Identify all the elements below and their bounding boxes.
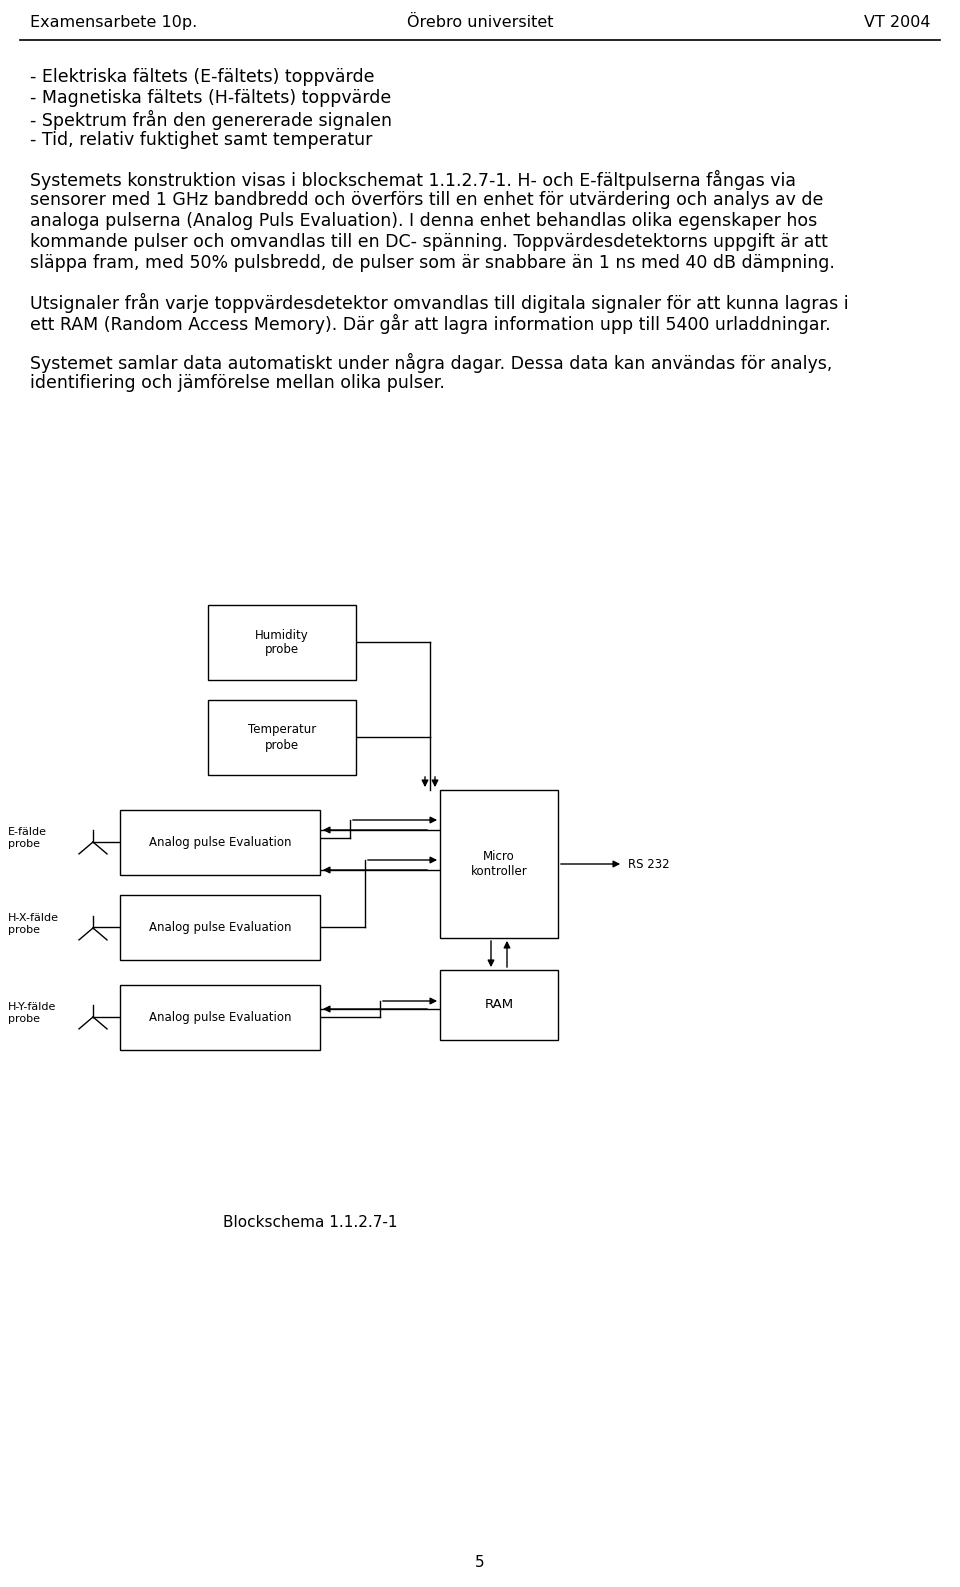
Text: Examensarbete 10p.: Examensarbete 10p. <box>30 14 197 30</box>
Text: - Spektrum från den genererade signalen: - Spektrum från den genererade signalen <box>30 110 392 130</box>
Text: H-Y-fälde
probe: H-Y-fälde probe <box>8 1001 57 1024</box>
Text: - Tid, relativ fuktighet samt temperatur: - Tid, relativ fuktighet samt temperatur <box>30 132 372 149</box>
Bar <box>120 895 320 960</box>
Bar <box>440 970 558 1039</box>
Text: - Elektriska fältets (E-fältets) toppvärde: - Elektriska fältets (E-fältets) toppvär… <box>30 68 374 86</box>
Text: Systemet samlar data automatiskt under några dagar. Dessa data kan användas för : Systemet samlar data automatiskt under n… <box>30 352 832 373</box>
Text: Analog pulse Evaluation: Analog pulse Evaluation <box>149 920 291 935</box>
Text: VT 2004: VT 2004 <box>863 14 930 30</box>
Text: kommande pulser och omvandlas till en DC- spänning. Toppvärdesdetektorns uppgift: kommande pulser och omvandlas till en DC… <box>30 233 828 251</box>
Text: ett RAM (Random Access Memory). Där går att lagra information upp till 5400 urla: ett RAM (Random Access Memory). Där går … <box>30 314 830 335</box>
Text: RAM: RAM <box>485 998 514 1011</box>
Text: - Magnetiska fältets (H-fältets) toppvärde: - Magnetiska fältets (H-fältets) toppvär… <box>30 89 392 106</box>
Text: Humidity
probe: Humidity probe <box>255 628 309 657</box>
Text: Örebro universitet: Örebro universitet <box>407 14 553 30</box>
Bar <box>208 700 356 774</box>
Text: Micro
kontroller: Micro kontroller <box>470 851 527 878</box>
Text: analoga pulserna (Analog Puls Evaluation). I denna enhet behandlas olika egenska: analoga pulserna (Analog Puls Evaluation… <box>30 213 817 230</box>
Bar <box>120 809 320 874</box>
Text: RS 232: RS 232 <box>628 857 670 871</box>
Text: Utsignaler från varje toppvärdesdetektor omvandlas till digitala signaler för at: Utsignaler från varje toppvärdesdetektor… <box>30 294 849 313</box>
Bar <box>120 986 320 1051</box>
Text: Systemets konstruktion visas i blockschemat 1.1.2.7-1. H- och E-fältpulserna fån: Systemets konstruktion visas i blocksche… <box>30 170 796 190</box>
Bar <box>440 790 558 938</box>
Text: släppa fram, med 50% pulsbredd, de pulser som är snabbare än 1 ns med 40 dB dämp: släppa fram, med 50% pulsbredd, de pulse… <box>30 254 835 271</box>
Text: Blockschema 1.1.2.7-1: Blockschema 1.1.2.7-1 <box>223 1216 397 1230</box>
Bar <box>208 605 356 679</box>
Text: Analog pulse Evaluation: Analog pulse Evaluation <box>149 1011 291 1024</box>
Text: 5: 5 <box>475 1555 485 1570</box>
Text: sensorer med 1 GHz bandbredd och överförs till en enhet för utvärdering och anal: sensorer med 1 GHz bandbredd och överför… <box>30 190 824 209</box>
Text: Analog pulse Evaluation: Analog pulse Evaluation <box>149 836 291 849</box>
Text: E-fälde
probe: E-fälde probe <box>8 827 47 849</box>
Text: H-X-fälde
probe: H-X-fälde probe <box>8 913 59 935</box>
Text: identifiering och jämförelse mellan olika pulser.: identifiering och jämförelse mellan olik… <box>30 375 444 392</box>
Text: Temperatur
probe: Temperatur probe <box>248 724 316 752</box>
